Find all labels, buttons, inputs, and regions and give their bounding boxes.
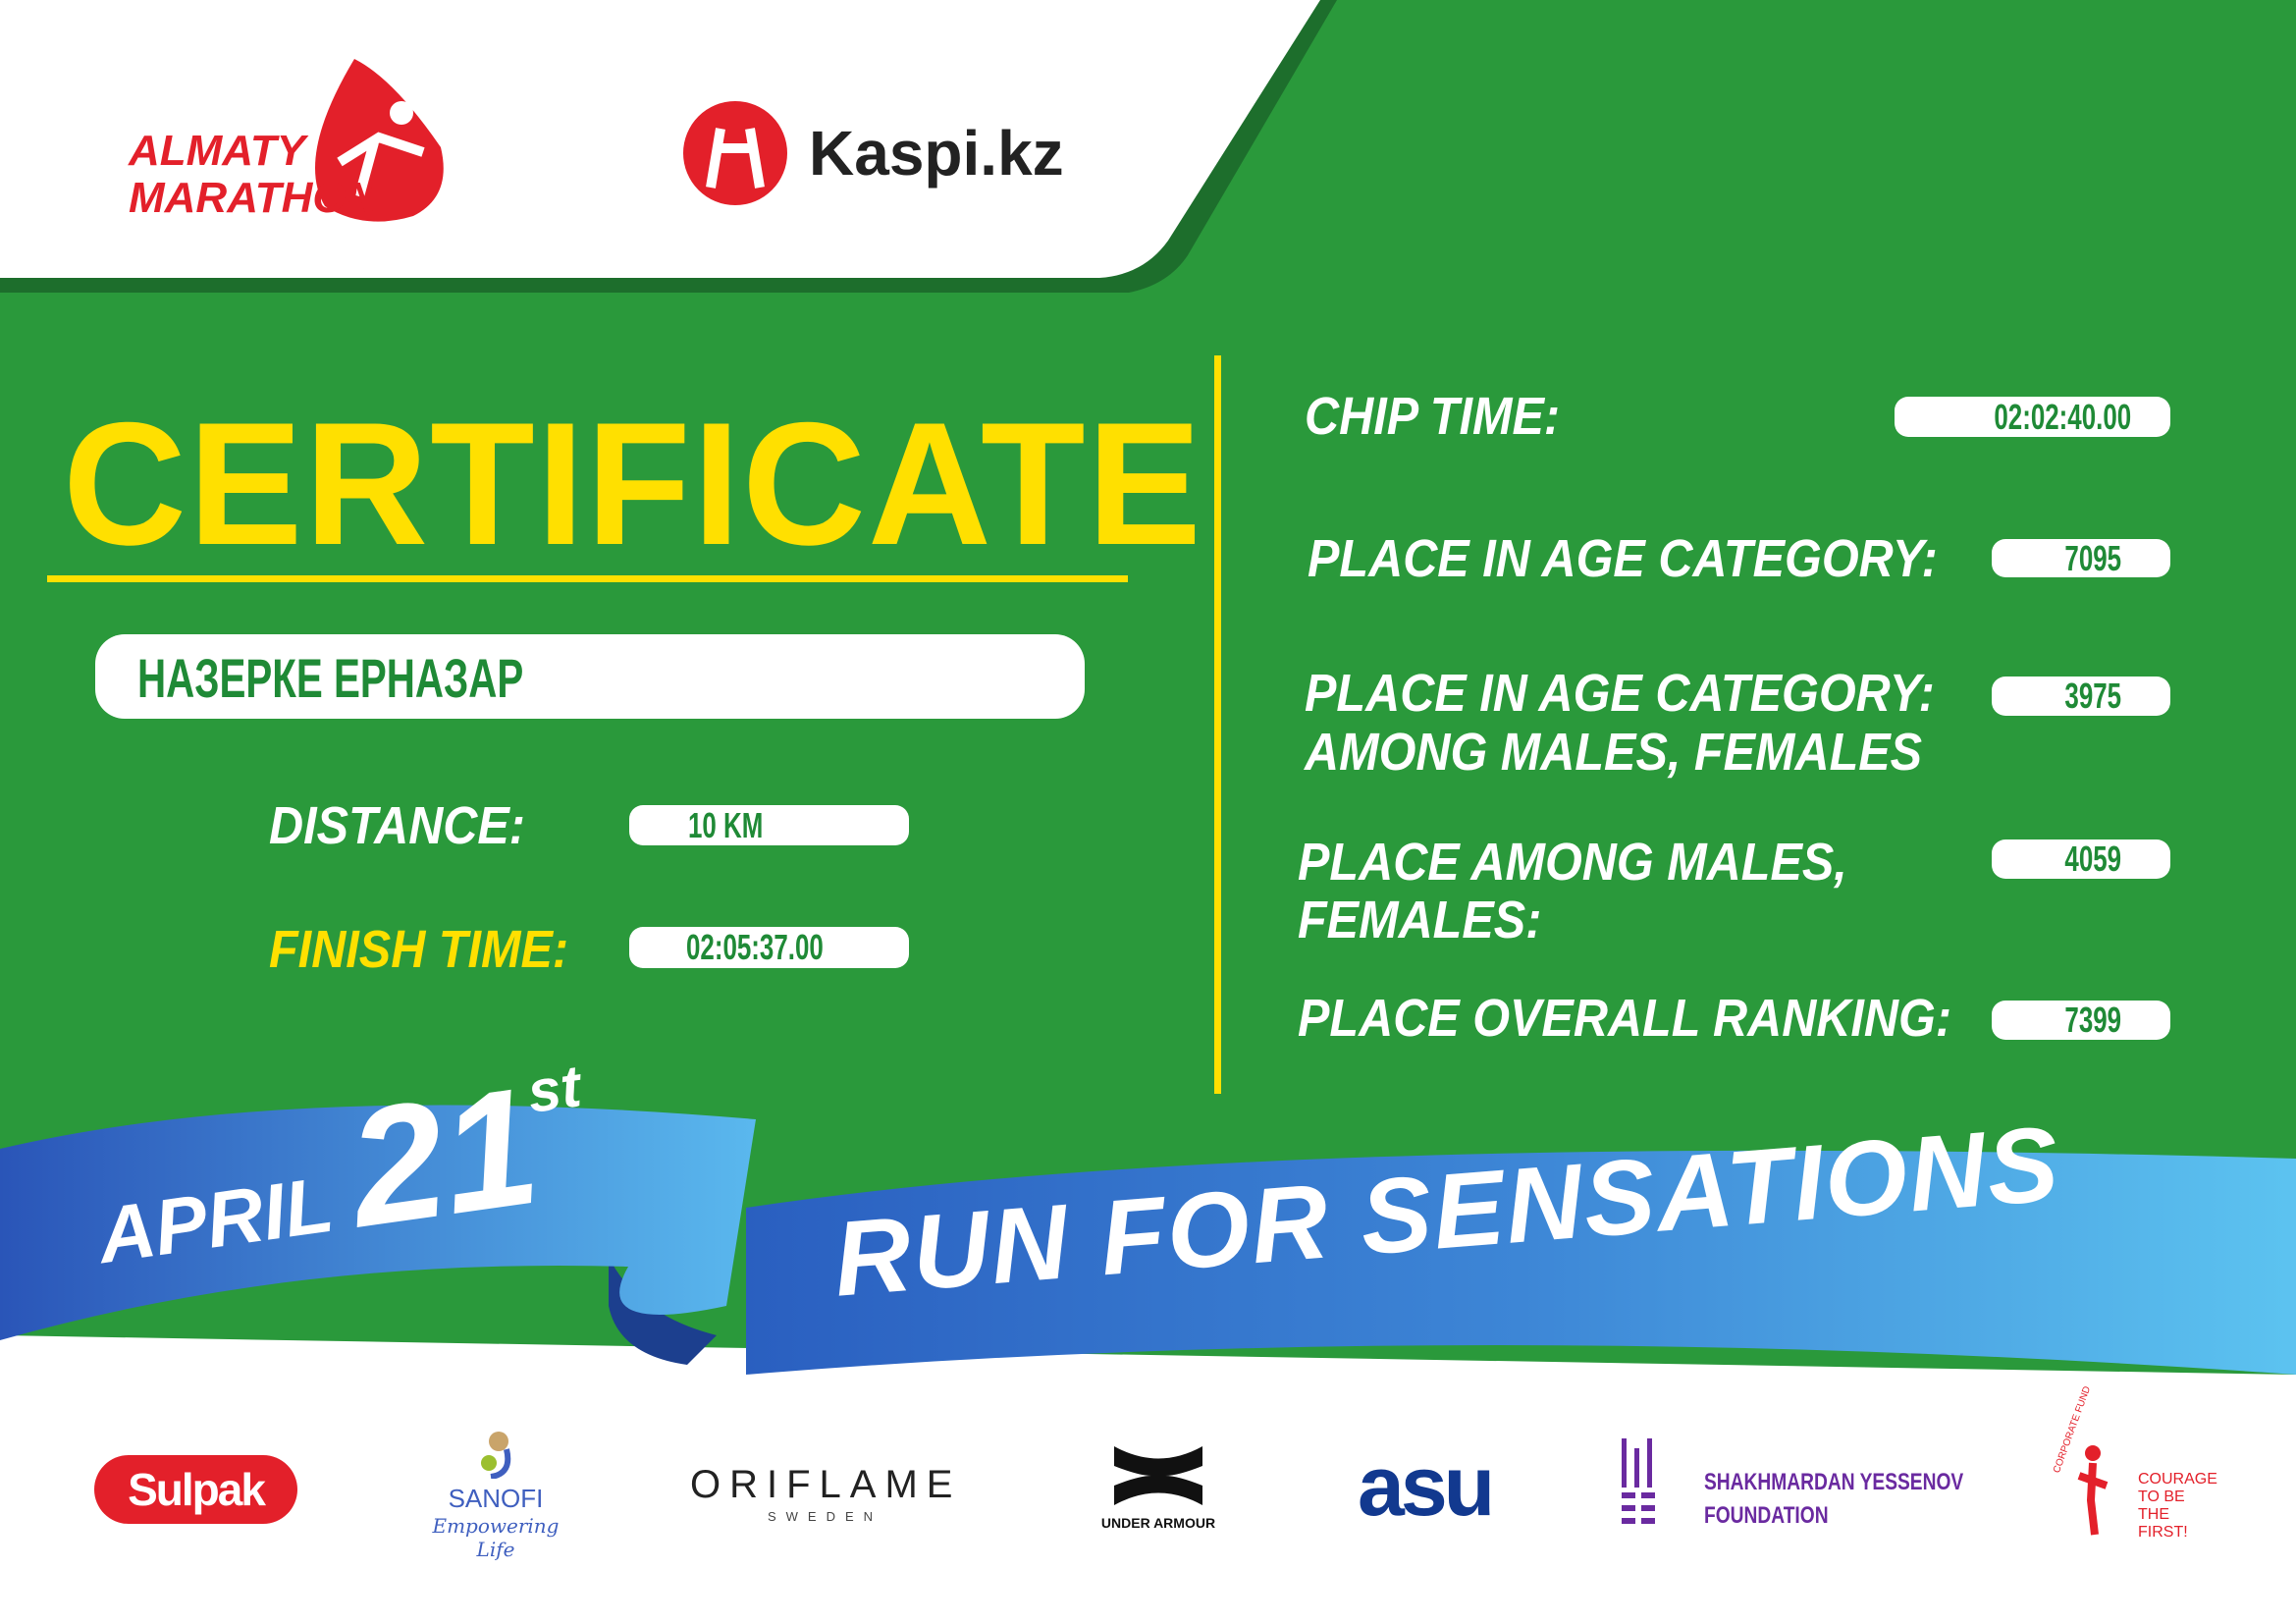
under-armour-icon bbox=[1114, 1446, 1202, 1505]
sanofi-icon bbox=[481, 1432, 511, 1480]
distance-value: 10 KM bbox=[629, 805, 909, 845]
age-category-gender-label-line2: AMONG MALES, FEMALES bbox=[1305, 723, 1923, 782]
banner-day: 21 bbox=[339, 1052, 549, 1264]
gender-place-label-line2: FEMALES: bbox=[1298, 891, 1542, 949]
yessenov-icon bbox=[1622, 1438, 1655, 1524]
certificate-title: CERTIFICATE bbox=[63, 386, 1203, 581]
vertical-divider bbox=[1214, 355, 1221, 1094]
sponsor-sulpak: Sulpak bbox=[94, 1455, 297, 1524]
overall-ranking-value: 7399 bbox=[1992, 1000, 2170, 1040]
banner-month: APRIL bbox=[92, 1160, 339, 1280]
participant-name: НАЗЕРКЕ ЕРНАЗАР bbox=[137, 647, 524, 709]
runner-icon bbox=[315, 59, 444, 222]
gender-place-value: 4059 bbox=[1992, 839, 2170, 879]
ribbon-date bbox=[0, 1105, 756, 1340]
banner-day-suffix: st bbox=[523, 1053, 585, 1126]
kaspi-logo: Kaspi.kz bbox=[681, 99, 1064, 207]
age-category-gender-value: 3975 bbox=[1992, 676, 2170, 716]
almaty-marathon-logo: ALMATY MARATHON bbox=[129, 59, 453, 231]
sponsor-yessenov: SHAKHMARDAN YESSENOV FOUNDATION bbox=[1620, 1434, 1963, 1529]
participant-name-field: НАЗЕРКЕ ЕРНАЗАР bbox=[95, 634, 1085, 719]
kaspi-icon bbox=[683, 101, 787, 205]
age-category-value: 7095 bbox=[1992, 538, 2170, 578]
ribbon-slogan bbox=[746, 1150, 2296, 1375]
distance-label: DISTANCE: bbox=[269, 796, 525, 855]
sponsor-courage-fund: CORPORATE FUND COURAGE TO BE THE FIRST! bbox=[2052, 1384, 2217, 1541]
courage-runner-icon bbox=[2077, 1445, 2109, 1536]
age-category-gender-label-line1: PLACE IN AGE CATEGORY: bbox=[1305, 664, 1935, 723]
sponsor-asu: asu bbox=[1358, 1439, 1495, 1534]
chip-time-label: CHIP TIME: bbox=[1305, 387, 1561, 446]
finish-time-value: 02:05:37.00 bbox=[629, 927, 909, 968]
sponsor-under-armour: UNDER ARMOUR bbox=[1075, 1441, 1242, 1531]
age-category-label: PLACE IN AGE CATEGORY: bbox=[1308, 529, 1938, 588]
gender-place-label-line1: PLACE AMONG MALES, bbox=[1298, 833, 1847, 892]
finish-time-label: FINISH TIME: bbox=[269, 920, 569, 979]
title-underline bbox=[47, 575, 1128, 582]
chip-time-value: 02:02:40.00 bbox=[1895, 397, 2170, 437]
sponsor-sanofi: SANOFI Empowering Life bbox=[422, 1430, 569, 1561]
sponsor-oriflame: ORIFLAME SWEDEN bbox=[690, 1463, 962, 1524]
overall-ranking-label: PLACE OVERALL RANKING: bbox=[1298, 989, 1952, 1048]
